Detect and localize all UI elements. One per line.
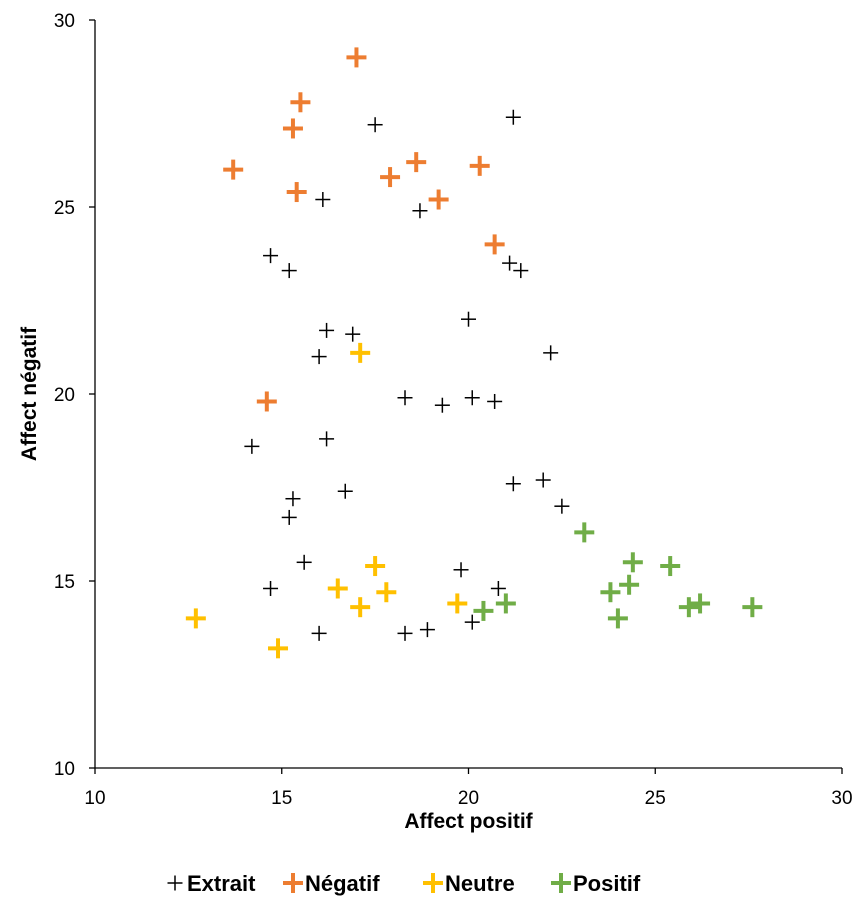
y-tick-label: 20 (54, 385, 75, 406)
data-point (619, 574, 640, 595)
data-point (535, 472, 551, 488)
x-axis-title: Affect positif (404, 810, 533, 833)
data-point (282, 118, 303, 139)
legend-marker-plus-icon (283, 873, 303, 893)
x-tick-labels: 10 15 20 25 30 (84, 788, 852, 809)
y-tick-labels: 10 15 20 25 30 (54, 11, 75, 780)
legend-label: Négatif (305, 871, 380, 896)
data-point (434, 397, 450, 413)
data-point (487, 393, 503, 409)
data-point (397, 625, 413, 641)
data-points (185, 47, 763, 659)
y-tick-label: 30 (54, 11, 75, 32)
data-point (345, 326, 361, 342)
data-point (296, 554, 312, 570)
data-point (464, 614, 480, 630)
data-point (513, 263, 529, 279)
data-point (380, 167, 401, 188)
legend-label: Extrait (187, 871, 256, 896)
data-point (263, 580, 279, 596)
data-point (412, 203, 428, 219)
data-point (469, 155, 490, 176)
data-point (367, 117, 383, 133)
data-point (505, 109, 521, 125)
data-point (453, 562, 469, 578)
data-point (505, 476, 521, 492)
y-axis-title: Affect négatif (18, 326, 41, 461)
data-point (484, 234, 505, 255)
data-point (428, 189, 449, 210)
data-point (660, 556, 681, 577)
series-neutre (185, 342, 468, 659)
data-point (678, 597, 699, 618)
data-point (376, 582, 397, 603)
data-point (607, 608, 628, 629)
data-point (350, 597, 371, 618)
data-point (600, 582, 621, 603)
legend-label: Positif (573, 871, 641, 896)
data-point (350, 342, 371, 363)
data-point (543, 345, 559, 361)
data-point (365, 556, 386, 577)
data-point (495, 593, 516, 614)
data-point (690, 593, 711, 614)
y-tick-label: 25 (54, 198, 75, 219)
data-point (315, 192, 331, 208)
data-point (397, 390, 413, 406)
data-point (406, 152, 427, 173)
data-point (327, 578, 348, 599)
legend-item-extrait: Extrait (167, 871, 256, 896)
data-point (311, 349, 327, 365)
x-tick-label: 25 (645, 788, 666, 809)
data-point (256, 391, 277, 412)
data-point (554, 498, 570, 514)
data-point (464, 390, 480, 406)
data-point (574, 522, 595, 543)
legend-item-positif: Positif (551, 871, 641, 896)
legend-item-neutre: Neutre (423, 871, 515, 896)
series-extrait (244, 109, 570, 641)
data-point (263, 248, 279, 264)
x-tick-label: 30 (831, 788, 852, 809)
data-point (290, 92, 311, 113)
data-point (285, 491, 301, 507)
data-point (502, 255, 518, 271)
data-point (447, 593, 468, 614)
data-point (490, 580, 506, 596)
legend-item-négatif: Négatif (283, 871, 380, 896)
legend-label: Neutre (445, 871, 515, 896)
data-point (281, 509, 297, 525)
data-point (223, 159, 244, 180)
data-point (244, 438, 260, 454)
y-tick-label: 15 (54, 572, 75, 593)
data-point (337, 483, 353, 499)
data-point (319, 431, 335, 447)
data-point (281, 263, 297, 279)
data-point (185, 608, 206, 629)
legend-marker-plus-icon (423, 873, 443, 893)
x-tick-label: 15 (271, 788, 292, 809)
legend: Extrait Négatif Neutre Positif (167, 871, 641, 896)
data-point (622, 552, 643, 573)
data-point (346, 47, 367, 68)
legend-marker-plus-icon (167, 875, 183, 891)
plot-area: 10 15 20 25 30 10 15 20 25 30 (54, 11, 853, 809)
legend-marker-plus-icon (551, 873, 571, 893)
data-point (461, 311, 476, 327)
series-négatif (223, 47, 505, 412)
y-tick-label: 10 (54, 759, 75, 780)
series-positif (473, 522, 763, 629)
data-point (311, 625, 327, 641)
tick-marks (89, 19, 843, 774)
data-point (319, 322, 335, 338)
data-point (268, 638, 289, 659)
data-point (742, 597, 763, 618)
data-point (473, 600, 494, 621)
data-point (419, 622, 435, 638)
x-tick-label: 10 (84, 788, 105, 809)
data-point (286, 182, 307, 203)
x-tick-label: 20 (458, 788, 479, 809)
